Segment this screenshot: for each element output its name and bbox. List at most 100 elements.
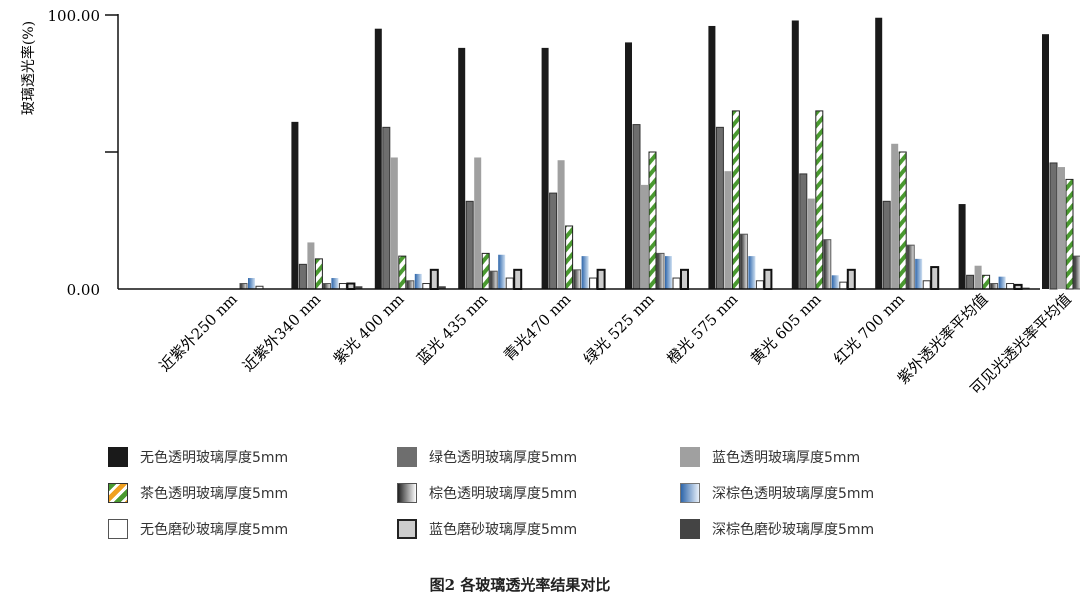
bar-2-4 xyxy=(406,280,415,290)
bar-2-1 xyxy=(382,126,391,290)
bar-8-6 xyxy=(922,280,931,290)
bar-7-7 xyxy=(846,268,856,291)
bar-8-1 xyxy=(882,200,891,290)
bar-1-3 xyxy=(314,258,323,290)
bar-2-2 xyxy=(390,157,398,289)
bar-5-7 xyxy=(680,268,689,291)
bar-2-7 xyxy=(429,268,439,291)
bar-3-7 xyxy=(513,268,523,291)
bar-3-0 xyxy=(458,47,466,289)
x-tick-label: 近紫外340 nm xyxy=(239,290,324,375)
bar-7-2 xyxy=(807,198,815,289)
legend-label: 茶色透明玻璃厚度5mm xyxy=(140,486,289,502)
legend-swatch xyxy=(108,447,128,467)
bar-10-3 xyxy=(1065,178,1074,290)
bar-6-3 xyxy=(731,110,740,290)
bar-8-2 xyxy=(891,143,899,289)
bar-6-7 xyxy=(763,268,773,291)
legend-item: 绿色透明玻璃厚度5mm xyxy=(397,447,577,467)
bar-4-2 xyxy=(557,160,565,289)
bar-1-6 xyxy=(338,283,347,290)
bar-5-0 xyxy=(625,42,632,290)
bar-6-6 xyxy=(755,280,764,290)
bar-9-4 xyxy=(990,283,999,290)
bar-6-1 xyxy=(715,126,724,290)
legend-label: 棕色透明玻璃厚度5mm xyxy=(429,486,578,502)
bar-2-8 xyxy=(438,286,446,289)
x-tick-label: 紫外透光率平均值 xyxy=(894,290,992,388)
bar-6-4 xyxy=(739,233,748,290)
bar-6-5 xyxy=(748,256,756,289)
bar-8-3 xyxy=(898,151,907,290)
y-tick-0: 0.00 xyxy=(67,281,100,299)
bar-1-4 xyxy=(322,283,331,290)
legend-item: 蓝色磨砂玻璃厚度5mm xyxy=(397,519,577,539)
bar-7-1 xyxy=(799,173,808,290)
bar-3-1 xyxy=(465,200,474,290)
bar-4-3 xyxy=(565,225,574,290)
bar-4-6 xyxy=(589,277,598,290)
legend-swatch xyxy=(397,519,417,539)
bar-7-4 xyxy=(823,239,832,290)
x-tick-label: 近紫外250 nm xyxy=(156,290,241,375)
bar-5-1 xyxy=(632,124,641,290)
bar-5-5 xyxy=(665,256,672,289)
legend-item: 茶色透明玻璃厚度5mm xyxy=(108,483,288,503)
bar-0-5 xyxy=(248,278,255,289)
legend-item: 深棕色磨砂玻璃厚度5mm xyxy=(680,519,874,539)
bar-7-6 xyxy=(839,281,848,290)
bar-4-5 xyxy=(581,256,589,289)
bar-8-5 xyxy=(915,258,923,289)
legend-item: 无色磨砂玻璃厚度5mm xyxy=(108,519,288,539)
bar-3-3 xyxy=(481,252,490,290)
bar-7-3 xyxy=(815,110,824,290)
x-tick-label: 绿光 525 nm xyxy=(580,290,658,368)
figure-caption: 图2 各玻璃透光率结果对比 xyxy=(429,576,611,594)
bar-7-0 xyxy=(791,20,799,289)
y-tick-100: 100.00 xyxy=(48,7,101,25)
legend-label: 深棕色透明玻璃厚度5mm xyxy=(712,486,875,502)
bar-1-5 xyxy=(331,278,339,289)
legend-item: 深棕色透明玻璃厚度5mm xyxy=(680,483,874,503)
bar-3-2 xyxy=(474,157,482,289)
legend-swatch xyxy=(680,447,700,467)
bar-5-2 xyxy=(641,184,648,289)
bar-9-1 xyxy=(966,274,975,290)
legend-label: 绿色透明玻璃厚度5mm xyxy=(429,450,578,466)
bar-1-1 xyxy=(298,263,307,290)
legend-swatch xyxy=(680,519,700,539)
bar-6-2 xyxy=(724,171,732,289)
legend-swatch xyxy=(680,483,700,503)
bar-5-3 xyxy=(648,151,657,290)
bar-5-4 xyxy=(656,252,665,290)
bar-7-5 xyxy=(831,275,839,289)
legend-swatch xyxy=(397,447,417,467)
bar-0-4 xyxy=(239,283,248,290)
x-tick-label: 青光470 nm xyxy=(500,290,574,364)
x-tick-label: 紫光 400 nm xyxy=(330,290,408,368)
bar-3-5 xyxy=(498,254,506,289)
bar-9-6 xyxy=(1006,283,1015,290)
bar-9-3 xyxy=(982,274,991,290)
legend-swatch xyxy=(397,483,417,503)
bar-9-5 xyxy=(998,276,1006,289)
legend-swatch xyxy=(108,519,128,539)
bar-1-0 xyxy=(291,121,299,289)
bar-8-0 xyxy=(875,17,883,290)
x-tick-label: 黄光 605 nm xyxy=(747,290,825,368)
bar-2-0 xyxy=(374,28,382,289)
bar-5-6 xyxy=(672,277,681,290)
bar-9-2 xyxy=(974,265,982,289)
bar-2-5 xyxy=(414,273,422,289)
legend-label: 蓝色透明玻璃厚度5mm xyxy=(712,450,861,466)
bar-4-1 xyxy=(549,192,558,290)
legend-label: 无色透明玻璃厚度5mm xyxy=(140,450,289,466)
bar-4-0 xyxy=(541,47,549,289)
bar-4-7 xyxy=(596,268,606,291)
x-tick-label: 橙光 575 nm xyxy=(663,290,741,368)
bar-1-2 xyxy=(307,242,315,289)
bar-10-2 xyxy=(1058,167,1065,289)
bar-4-4 xyxy=(573,269,582,290)
bar-1-8 xyxy=(355,286,363,289)
